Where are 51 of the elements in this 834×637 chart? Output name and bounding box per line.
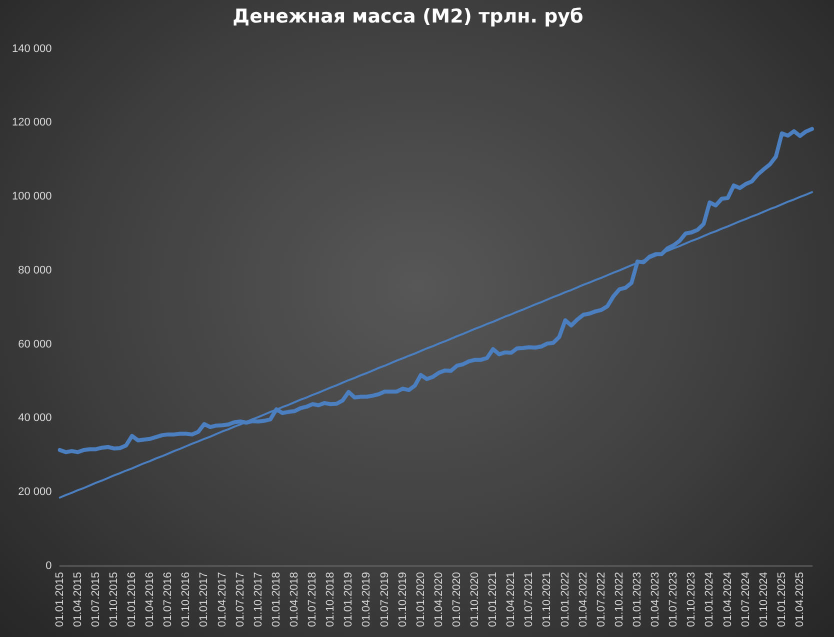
x-tick-label: 01.04.2016 [144, 572, 156, 628]
x-tick-label: 01.07.2016 [162, 572, 174, 628]
x-tick-label: 01.04.2017 [216, 572, 228, 628]
x-tick-label: 01.04.2018 [288, 572, 300, 628]
x-tick-label: 01.10.2021 [541, 572, 554, 628]
x-tick-label: 01.10.2016 [180, 572, 192, 628]
x-tick-label: 01.10.2018 [324, 572, 337, 628]
x-tick-label: 01.10.2017 [252, 572, 264, 628]
x-tick-label: 01.07.2018 [306, 572, 319, 628]
x-tick-label: 01.07.2021 [523, 572, 536, 628]
x-tick-label: 01.01.2020 [414, 572, 427, 628]
x-tick-label: 01.01.2022 [559, 572, 572, 628]
y-tick-label: 60 000 [18, 338, 52, 350]
x-tick-label: 01.07.2017 [234, 572, 246, 628]
x-tick-label: 01.01.2021 [487, 572, 500, 628]
x-tick-label: 01.04.2024 [722, 572, 734, 628]
x-tick-label: 01.01.2016 [126, 572, 138, 628]
x-tick-label: 01.04.2020 [432, 572, 445, 628]
y-tick-label: 100 000 [12, 190, 52, 203]
x-tick-label: 01.04.2019 [360, 572, 373, 628]
y-tick-label: 20 000 [18, 486, 52, 498]
y-tick-label: 0 [46, 560, 52, 572]
x-tick-label: 01.04.2025 [794, 572, 806, 628]
x-tick-label: 01.04.2015 [72, 572, 84, 628]
x-tick-label: 01.10.2020 [469, 572, 482, 628]
x-tick-label: 01.10.2024 [758, 572, 770, 628]
chart-title: Денежная масса (М2) трлн. руб [232, 5, 584, 28]
x-tick-label: 01.01.2019 [342, 572, 355, 628]
x-tick-label: 01.07.2015 [90, 572, 102, 628]
x-tick-label: 01.01.2025 [776, 572, 788, 628]
x-tick-label: 01.04.2021 [505, 572, 518, 628]
x-tick-label: 01.07.2024 [740, 572, 752, 628]
x-tick-label: 01.07.2019 [378, 572, 391, 628]
x-tick-label: 01.07.2020 [450, 572, 463, 628]
x-tick-label: 01.04.2022 [577, 572, 590, 628]
x-tick-label: 01.01.2023 [632, 572, 644, 628]
x-tick-label: 01.10.2022 [613, 572, 626, 628]
x-tick-label: 01.01.2024 [704, 572, 716, 628]
x-tick-label: 01.07.2023 [668, 572, 680, 628]
x-tick-label: 01.07.2022 [595, 572, 608, 628]
x-tick-label: 01.10.2015 [108, 572, 120, 628]
x-tick-label: 01.10.2019 [396, 572, 409, 628]
x-tick-label: 01.04.2023 [650, 572, 662, 628]
x-tick-label: 01.10.2023 [686, 572, 698, 628]
y-tick-label: 140 000 [12, 42, 52, 55]
x-tick-label: 01.01.2017 [198, 572, 210, 628]
y-tick-label: 40 000 [18, 412, 52, 424]
x-tick-label: 01.01.2015 [54, 572, 66, 628]
x-tick-label: 01.01.2018 [270, 572, 282, 628]
y-tick-label: 120 000 [12, 116, 52, 129]
y-tick-label: 80 000 [18, 264, 52, 276]
